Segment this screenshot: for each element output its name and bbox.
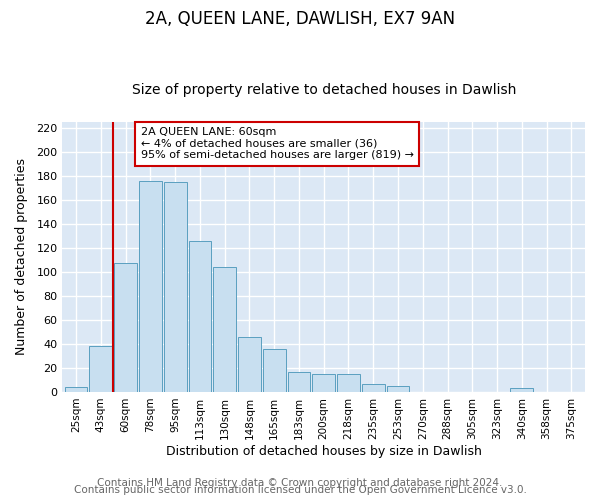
Bar [213, 267, 236, 392]
Bar [238, 336, 261, 392]
Y-axis label: Number of detached properties: Number of detached properties [15, 158, 28, 356]
Bar [89, 346, 112, 392]
Bar [313, 374, 335, 392]
Text: Contains public sector information licensed under the Open Government Licence v3: Contains public sector information licen… [74, 485, 526, 495]
Bar [188, 240, 211, 392]
Text: 2A, QUEEN LANE, DAWLISH, EX7 9AN: 2A, QUEEN LANE, DAWLISH, EX7 9AN [145, 10, 455, 28]
Bar [263, 348, 286, 392]
Title: Size of property relative to detached houses in Dawlish: Size of property relative to detached ho… [131, 83, 516, 97]
Bar [362, 384, 385, 392]
Bar [164, 182, 187, 392]
Text: 2A QUEEN LANE: 60sqm
← 4% of detached houses are smaller (36)
95% of semi-detach: 2A QUEEN LANE: 60sqm ← 4% of detached ho… [141, 127, 414, 160]
Bar [386, 386, 409, 392]
Bar [139, 180, 162, 392]
Bar [511, 388, 533, 392]
Bar [337, 374, 360, 392]
Text: Contains HM Land Registry data © Crown copyright and database right 2024.: Contains HM Land Registry data © Crown c… [97, 478, 503, 488]
X-axis label: Distribution of detached houses by size in Dawlish: Distribution of detached houses by size … [166, 444, 482, 458]
Bar [114, 264, 137, 392]
Bar [65, 387, 88, 392]
Bar [287, 372, 310, 392]
